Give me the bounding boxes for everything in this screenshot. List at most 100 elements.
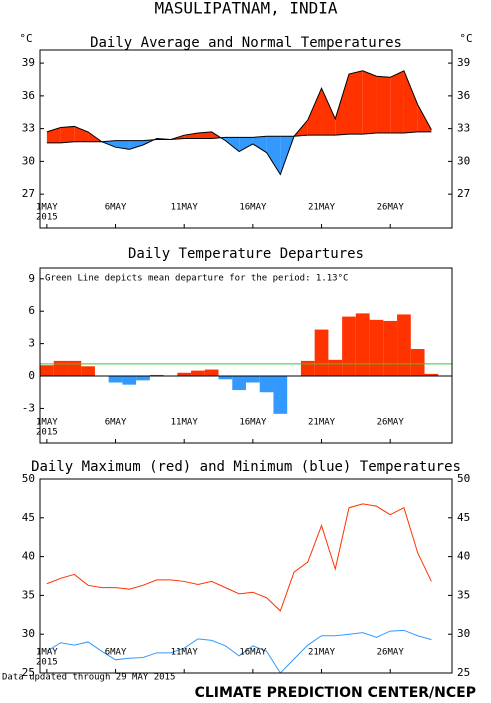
bar <box>218 376 233 380</box>
departure-fill <box>307 88 322 136</box>
departure-fill <box>335 74 349 136</box>
y-tick-label: 30 <box>457 627 470 640</box>
update-note: Data updated through 29 MAY 2015 <box>2 673 175 683</box>
panel-title: Daily Temperature Departures <box>128 246 364 262</box>
bar <box>204 369 219 377</box>
departure-fill <box>321 88 336 136</box>
y-tick-label: 3 <box>28 337 35 350</box>
plot-frame <box>39 49 453 229</box>
series-line <box>46 503 432 612</box>
departure-fill <box>376 76 391 133</box>
y-tick-label: 30 <box>22 154 35 167</box>
departure-fill <box>266 136 281 175</box>
departure-fill <box>239 137 253 152</box>
y-tick-label: 50 <box>22 472 35 485</box>
departure-fill <box>197 131 212 139</box>
y-tick-label: 33 <box>457 122 470 135</box>
x-sublabel: 2015 <box>36 658 58 668</box>
y-unit: °C <box>19 32 32 45</box>
bar <box>355 313 370 377</box>
x-tick-label: 21MAY <box>308 648 336 658</box>
y-tick-label: 36 <box>22 89 35 102</box>
departure-fill <box>115 140 130 150</box>
x-sublabel: 2015 <box>36 428 58 438</box>
y-tick-label: 33 <box>22 122 35 135</box>
y-tick-label: 27 <box>457 187 470 200</box>
annotation: Green Line depicts mean departure for th… <box>45 274 348 284</box>
y-tick-label: 30 <box>22 627 35 640</box>
y-unit: °C <box>459 32 472 45</box>
x-tick-label: 1MAY <box>36 418 58 428</box>
x-tick-label: 6MAY <box>105 648 127 658</box>
x-tick-label: 6MAY <box>105 418 127 428</box>
bar <box>246 376 260 383</box>
x-tick-label: 26MAY <box>377 648 405 658</box>
x-tick-label: 11MAY <box>171 648 199 658</box>
y-tick-label: 50 <box>457 472 470 485</box>
x-tick-label: 16MAY <box>239 418 267 428</box>
x-sublabel: 2015 <box>36 213 58 223</box>
y-tick-label: -3 <box>22 401 35 414</box>
page-title: MASULIPATNAM, INDIA <box>154 0 337 18</box>
x-tick-label: 26MAY <box>377 203 405 213</box>
y-tick-label: 25 <box>457 666 470 679</box>
x-tick-label: 1MAY <box>36 203 58 213</box>
plot-frame <box>39 478 453 674</box>
bar <box>424 373 439 377</box>
bar <box>67 360 82 377</box>
x-tick-label: 11MAY <box>171 418 199 428</box>
bar <box>259 376 274 393</box>
y-tick-label: 6 <box>28 304 35 317</box>
departure-fill <box>60 126 75 143</box>
x-tick-label: 21MAY <box>308 203 336 213</box>
panel-title: Daily Average and Normal Temperatures <box>90 35 402 51</box>
series-line <box>46 629 432 674</box>
y-tick-label: 9 <box>28 272 35 285</box>
y-tick-label: 27 <box>22 187 35 200</box>
bar <box>53 360 68 377</box>
x-tick-label: 11MAY <box>171 203 199 213</box>
departure-fill <box>225 137 240 152</box>
bar <box>149 374 164 377</box>
bar <box>328 359 343 377</box>
y-tick-label: 36 <box>457 89 470 102</box>
x-tick-label: 21MAY <box>308 418 336 428</box>
bar <box>397 314 411 377</box>
departure-fill <box>403 70 418 133</box>
y-tick-label: 40 <box>22 550 35 563</box>
y-tick-label: 45 <box>457 511 470 524</box>
bar <box>108 376 123 383</box>
y-tick-label: 39 <box>457 56 470 69</box>
bar <box>273 376 288 414</box>
departure-fill <box>129 140 143 150</box>
x-tick-label: 16MAY <box>239 648 267 658</box>
departure-fill <box>46 127 61 143</box>
y-tick-label: 25 <box>22 666 35 679</box>
bar <box>369 319 384 377</box>
y-tick-label: 35 <box>457 588 470 601</box>
bar <box>314 329 329 377</box>
departure-fill <box>74 126 89 142</box>
bar <box>383 320 398 377</box>
panel-title: Daily Maximum (red) and Minimum (blue) T… <box>31 459 461 475</box>
y-tick-label: 39 <box>22 56 35 69</box>
departure-fill <box>390 70 404 133</box>
bar <box>232 376 246 391</box>
series-line <box>46 131 432 144</box>
bar <box>81 366 95 377</box>
bar <box>177 372 192 377</box>
departure-fill <box>349 70 363 135</box>
plot-frame <box>39 267 453 444</box>
y-tick-label: 35 <box>22 588 35 601</box>
departure-fill <box>252 136 267 153</box>
x-tick-label: 6MAY <box>105 203 127 213</box>
x-tick-label: 26MAY <box>377 418 405 428</box>
y-tick-label: 30 <box>457 154 470 167</box>
bar <box>122 376 137 385</box>
y-tick-label: 40 <box>457 550 470 563</box>
bar <box>410 349 425 377</box>
y-tick-label: 45 <box>22 511 35 524</box>
bar <box>342 316 356 377</box>
bar <box>191 370 205 377</box>
